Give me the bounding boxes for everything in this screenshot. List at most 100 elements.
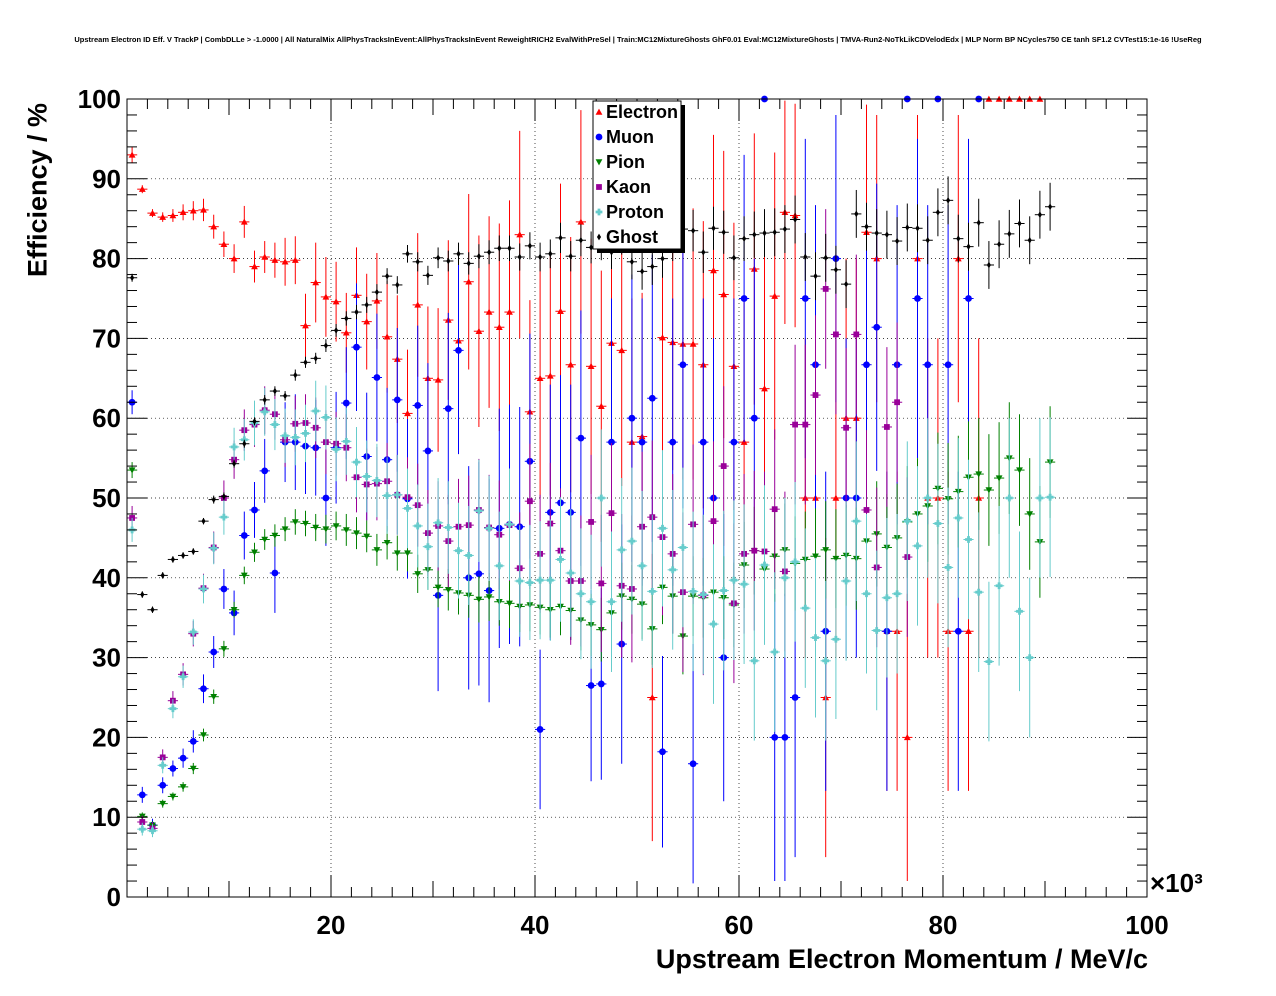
pion-marker xyxy=(832,555,840,563)
ghost-point xyxy=(953,214,964,263)
proton-point xyxy=(453,502,464,599)
pion-point xyxy=(280,517,291,542)
chart-title: Upstream Electron ID Eff. V TrackP | Com… xyxy=(74,35,1202,44)
ghost-point xyxy=(484,240,495,265)
muon-marker xyxy=(597,680,605,688)
proton-point xyxy=(157,757,168,774)
ghost-point xyxy=(830,245,841,294)
pion-point xyxy=(239,566,250,585)
legend-muon-marker xyxy=(595,133,603,141)
muon-marker xyxy=(159,781,167,789)
proton-point xyxy=(790,482,801,642)
legend-electron-label: Electron xyxy=(606,102,678,122)
electron-point xyxy=(157,212,168,222)
ghost-point xyxy=(269,386,280,396)
x-tick-label: 100 xyxy=(1125,910,1168,940)
electron-marker xyxy=(159,213,167,220)
ghost-marker xyxy=(425,271,430,279)
proton-point xyxy=(188,619,199,645)
ghost-point xyxy=(820,233,831,282)
ghost-marker xyxy=(221,493,226,500)
electron-marker xyxy=(434,376,442,383)
electron-marker xyxy=(485,308,493,315)
proton-point xyxy=(861,513,872,674)
kaon-marker xyxy=(608,510,615,517)
proton-marker xyxy=(465,552,473,559)
pion-marker xyxy=(995,475,1003,482)
electron-point xyxy=(902,593,913,882)
electron-marker xyxy=(383,333,391,340)
muon-point xyxy=(239,511,250,560)
electron-marker xyxy=(220,240,228,247)
proton-marker xyxy=(149,827,156,835)
pion-marker xyxy=(812,553,819,560)
ghost-marker xyxy=(150,606,155,614)
proton-marker xyxy=(893,590,901,598)
ghost-point xyxy=(637,253,648,290)
pion-point xyxy=(259,529,270,550)
ghost-marker xyxy=(252,417,257,425)
proton-marker xyxy=(873,627,881,634)
kaon-marker xyxy=(822,286,829,292)
proton-marker xyxy=(587,598,595,606)
electron-point xyxy=(463,193,474,370)
proton-point xyxy=(953,438,964,598)
electron-marker xyxy=(577,218,585,225)
pion-marker xyxy=(444,587,452,594)
proton-point xyxy=(524,525,535,641)
proton-point xyxy=(922,418,933,578)
muon-point xyxy=(167,760,178,777)
muon-point xyxy=(392,328,403,472)
electron-marker xyxy=(710,267,717,274)
ghost-marker xyxy=(191,548,196,555)
proton-point xyxy=(433,478,444,568)
electron-marker xyxy=(475,327,483,334)
ghost-marker xyxy=(181,552,186,559)
ghost-point xyxy=(331,324,342,337)
ghost-point xyxy=(769,208,780,257)
ghost-marker xyxy=(538,253,543,261)
legend[interactable]: Electron Muon Pion Kaon Proton Ghost xyxy=(592,100,685,253)
ghost-point xyxy=(524,232,535,260)
electron-point xyxy=(300,293,311,358)
ghost-point xyxy=(290,369,301,381)
kaon-point xyxy=(841,347,852,508)
muon-marker xyxy=(965,295,972,302)
muon-marker xyxy=(251,506,258,514)
ghost-point xyxy=(647,248,658,285)
legend-pion-marker xyxy=(595,159,603,166)
proton-marker xyxy=(965,536,972,543)
muon-point xyxy=(157,777,168,794)
muon-marker xyxy=(261,467,269,475)
electron-point xyxy=(290,236,301,285)
ghost-point xyxy=(127,273,138,282)
pion-marker xyxy=(434,584,442,591)
electron-marker xyxy=(903,734,911,741)
proton-marker xyxy=(302,429,309,437)
ghost-marker xyxy=(160,572,165,579)
proton-point xyxy=(514,525,525,637)
electron-marker xyxy=(587,362,595,370)
pion-marker xyxy=(189,765,197,772)
proton-point xyxy=(535,521,546,640)
pion-marker xyxy=(159,800,167,808)
electron-marker xyxy=(597,402,605,409)
legend-proton-marker xyxy=(595,208,603,216)
kaon-marker xyxy=(720,463,727,469)
proton-point xyxy=(1004,418,1015,578)
proton-point xyxy=(586,534,597,669)
proton-marker xyxy=(495,562,503,570)
proton-point xyxy=(749,580,760,741)
pion-marker xyxy=(169,793,177,800)
ghost-point xyxy=(861,202,872,251)
ghost-marker xyxy=(405,250,410,258)
electron-marker xyxy=(261,253,269,260)
ghost-marker xyxy=(517,253,522,261)
proton-marker xyxy=(730,576,738,584)
ghost-marker xyxy=(130,274,135,282)
kaon-marker xyxy=(853,331,860,338)
proton-point xyxy=(229,427,240,467)
pion-point xyxy=(473,576,484,623)
pion-marker xyxy=(332,523,340,530)
pion-marker xyxy=(342,527,350,534)
